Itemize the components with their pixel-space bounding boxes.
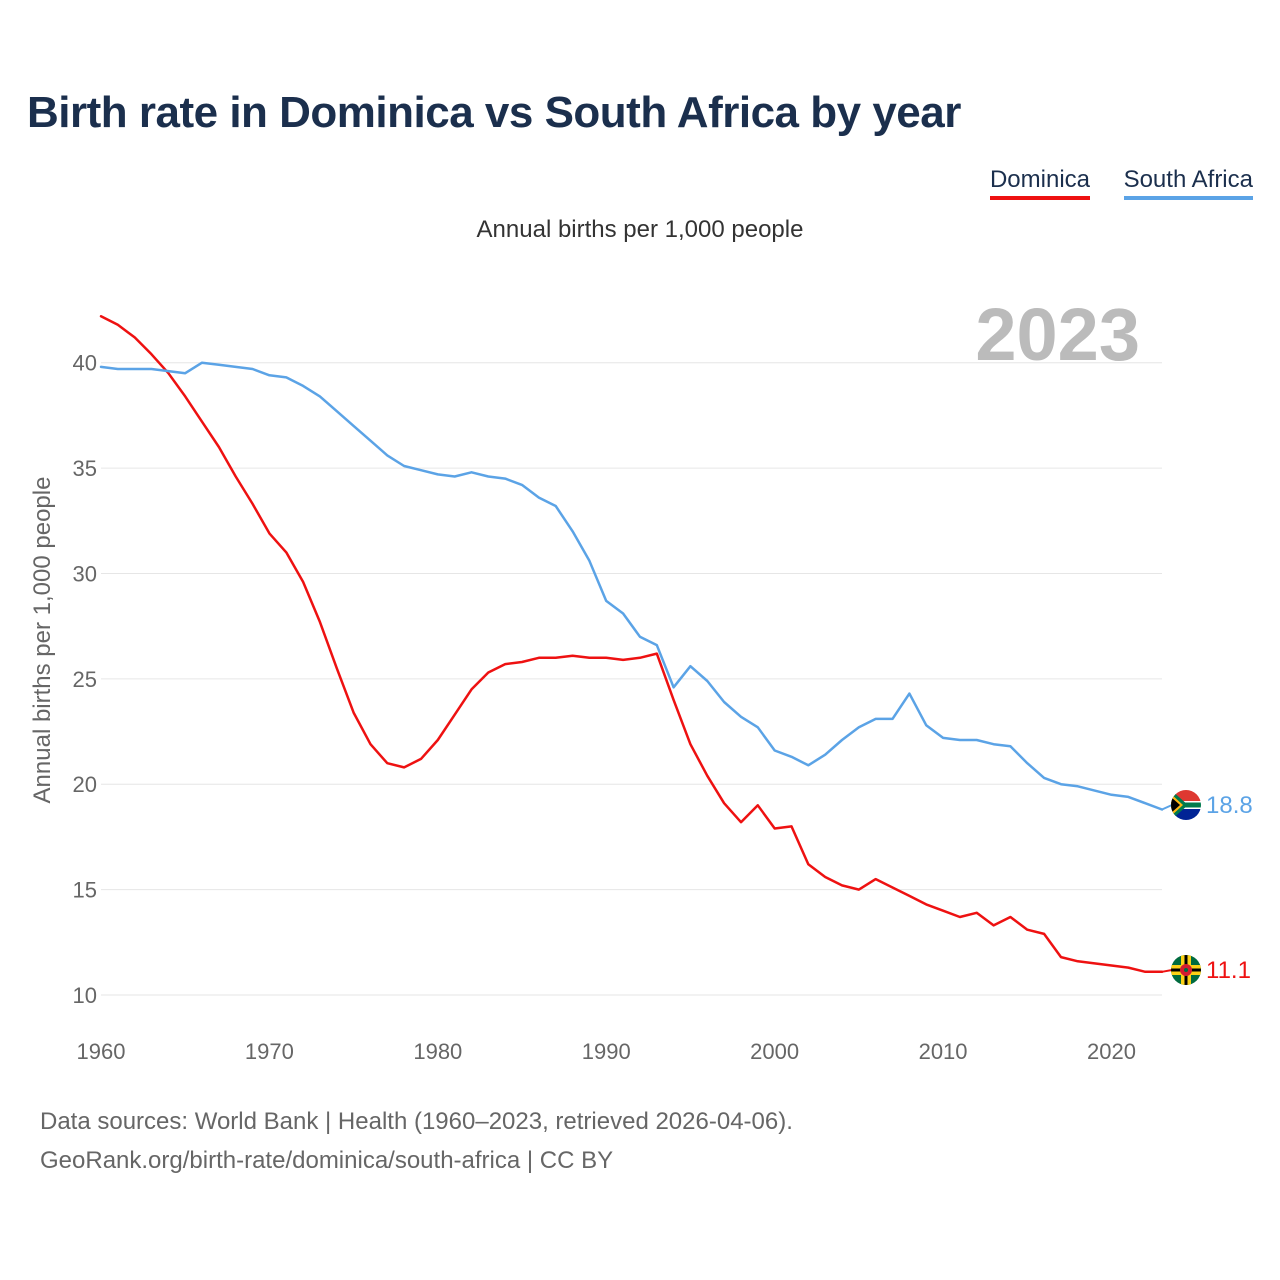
year-watermark: 2023 bbox=[975, 293, 1140, 376]
x-tick-label: 2020 bbox=[1087, 1039, 1136, 1064]
x-tick-label: 2010 bbox=[919, 1039, 968, 1064]
chart-subtitle: Annual births per 1,000 people bbox=[476, 216, 804, 243]
legend-item-dominica[interactable]: Dominica bbox=[989, 166, 1090, 200]
y-tick-label: 40 bbox=[73, 351, 97, 376]
legend-label-dominica: Dominica bbox=[989, 166, 1090, 193]
south-africa-flag-icon bbox=[1171, 790, 1201, 820]
y-tick-label: 10 bbox=[73, 983, 97, 1008]
legend-swatch-south-africa bbox=[1123, 196, 1253, 200]
y-tick-label: 15 bbox=[73, 878, 97, 903]
series-lines bbox=[99, 315, 1173, 974]
dominica-end-value: 11.1 bbox=[1206, 957, 1251, 984]
end-markers: 18.8 11.1 bbox=[1171, 790, 1253, 985]
line-chart: 2023 Annual births per 1,000 people 10 15… bbox=[29, 293, 1253, 1064]
connector-south-africa bbox=[1161, 804, 1173, 811]
x-tick-label: 1990 bbox=[582, 1039, 631, 1064]
y-tick-label: 35 bbox=[73, 456, 97, 481]
south-africa-end-value: 18.8 bbox=[1206, 792, 1253, 819]
x-axis-ticks: 1960 1970 1980 1990 2000 2010 2020 bbox=[77, 1039, 1136, 1064]
y-tick-label: 20 bbox=[73, 772, 97, 797]
y-tick-label: 25 bbox=[73, 667, 97, 692]
x-tick-label: 1960 bbox=[77, 1039, 126, 1064]
grid-lines bbox=[101, 362, 1162, 996]
x-tick-label: 1980 bbox=[413, 1039, 462, 1064]
connector-dominica bbox=[1161, 969, 1173, 973]
dominica-flag-icon bbox=[1171, 955, 1201, 985]
legend-swatch-dominica bbox=[989, 196, 1090, 200]
chart-title: Birth rate in Dominica vs South Africa b… bbox=[27, 88, 961, 137]
source-link[interactable]: GeoRank.org/birth-rate/dominica/south-af… bbox=[40, 1147, 614, 1174]
y-axis-ticks: 10 15 20 25 30 35 40 bbox=[73, 351, 97, 1008]
legend-label-south-africa: South Africa bbox=[1123, 166, 1253, 193]
source-note: Data sources: World Bank | Health (1960–… bbox=[40, 1108, 793, 1135]
y-tick-label: 30 bbox=[73, 561, 97, 586]
legend-item-south-africa[interactable]: South Africa bbox=[1123, 166, 1253, 200]
x-tick-label: 1970 bbox=[245, 1039, 294, 1064]
series-line-south-africa[interactable] bbox=[99, 361, 1164, 811]
x-tick-label: 2000 bbox=[750, 1039, 799, 1064]
series-line-dominica[interactable] bbox=[99, 315, 1164, 974]
y-axis-label: Annual births per 1,000 people bbox=[29, 477, 56, 804]
